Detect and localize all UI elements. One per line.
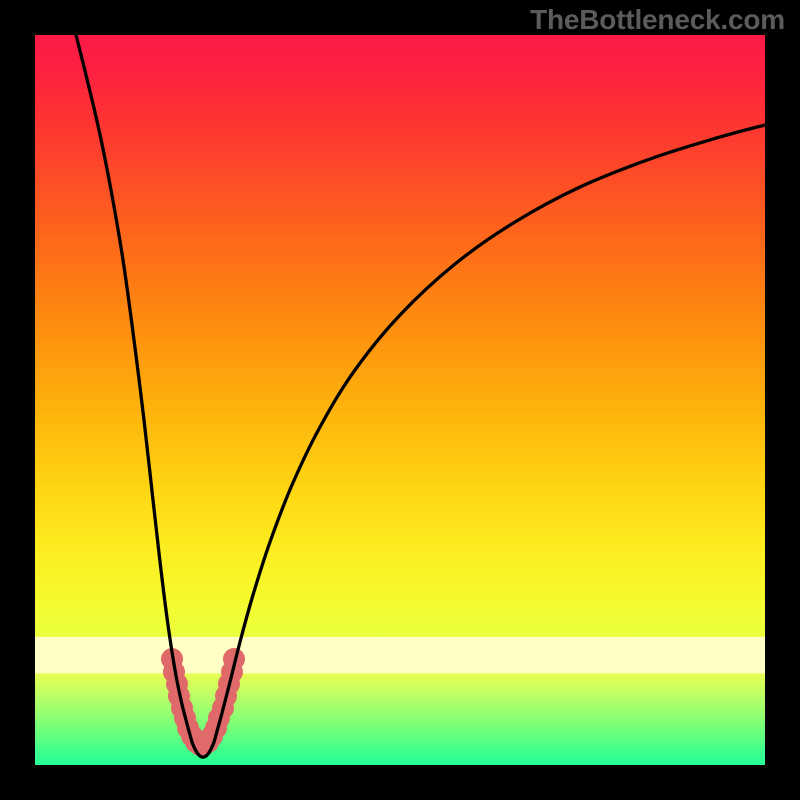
bottleneck-curve <box>76 35 765 757</box>
watermark-text: TheBottleneck.com <box>530 4 785 36</box>
plot-svg-overlay <box>0 0 800 800</box>
